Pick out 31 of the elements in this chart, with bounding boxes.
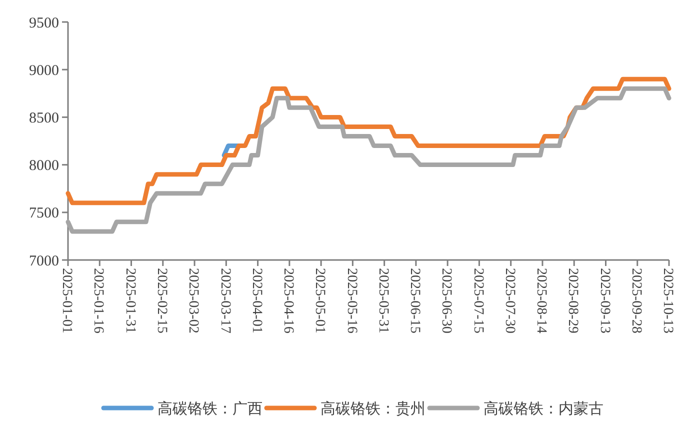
x-tick-label: 2025-02-15 (154, 268, 169, 334)
x-tick-label: 2025-06-30 (438, 268, 454, 334)
y-tick-label: 7500 (29, 206, 59, 222)
x-tick-label: 2025-10-13 (660, 268, 676, 334)
y-tick-label: 8000 (29, 158, 59, 174)
x-tick-label: 2025-03-17 (217, 268, 232, 334)
x-tick-label: 2025-04-16 (280, 268, 296, 334)
x-tick-label: 2025-01-31 (122, 268, 138, 334)
y-tick-label: 9000 (29, 62, 59, 79)
x-tick-label: 2025-04-01 (248, 268, 264, 334)
legend-label: 高碳铬铁：贵州 (320, 400, 426, 418)
legend-label: 高碳铬铁：内蒙古 (484, 400, 604, 418)
x-tick-label: 2025-05-16 (344, 268, 359, 334)
y-tick-label: 8500 (29, 110, 59, 126)
x-tick-label: 2025-08-29 (565, 268, 580, 334)
x-tick-label: 2025-09-28 (628, 268, 644, 334)
y-tick-label: 9500 (29, 15, 59, 32)
x-tick-label: 2025-08-14 (534, 268, 549, 334)
y-tick-label: 7000 (29, 253, 59, 270)
x-tick-label: 2025-07-30 (502, 268, 517, 334)
x-tick-label: 2025-03-02 (186, 268, 201, 334)
line-series (66, 76, 672, 206)
x-tick-label: 2025-05-01 (312, 268, 328, 334)
x-tick-label: 2025-07-15 (470, 268, 486, 334)
x-tick-label: 2025-01-01 (59, 268, 74, 334)
legend-label: 高碳铬铁：广西 (158, 400, 262, 418)
line-series (66, 86, 672, 234)
x-tick-label: 2025-01-16 (90, 268, 106, 334)
x-tick-label: 2025-05-31 (375, 268, 390, 334)
x-tick-label: 2025-06-15 (407, 268, 422, 334)
x-tick-label: 2025-09-13 (596, 268, 612, 334)
